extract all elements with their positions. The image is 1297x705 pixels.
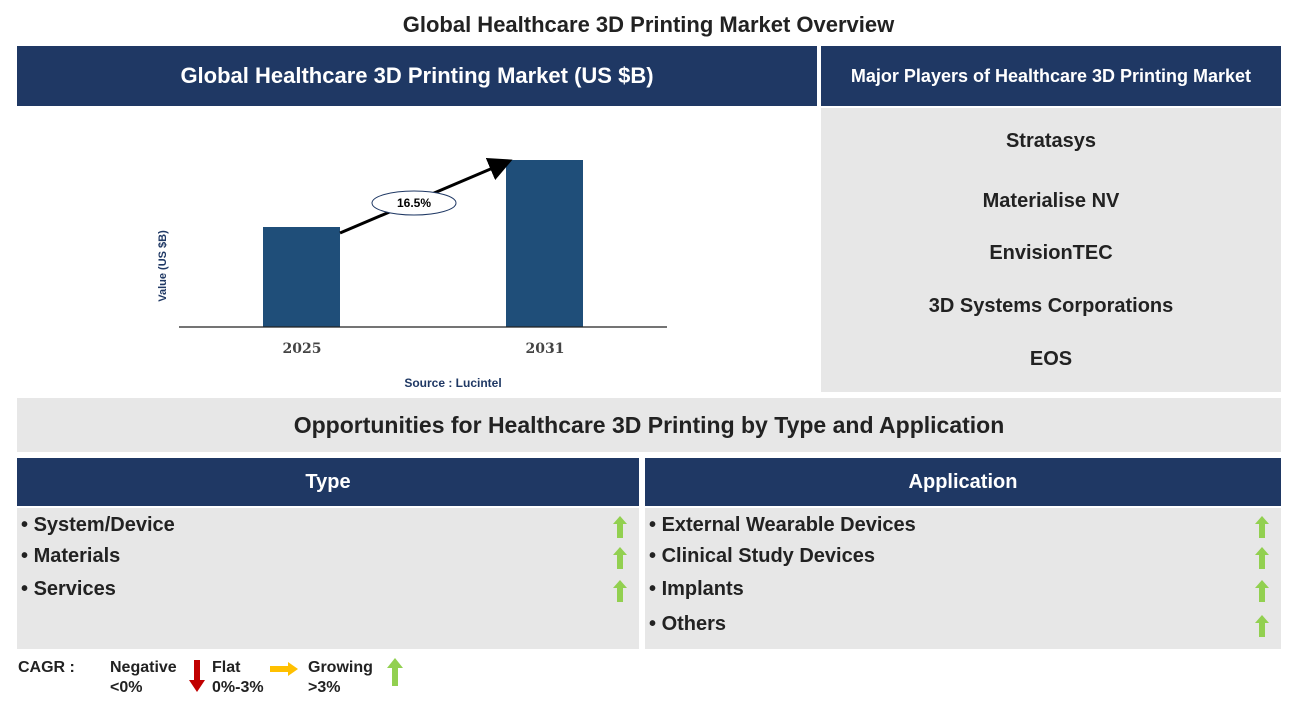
page-title: Global Healthcare 3D Printing Market Ove… xyxy=(402,12,895,37)
list-item-label: External Wearable Devices xyxy=(661,514,916,536)
arrow-up-green-icon xyxy=(1255,615,1269,637)
list-item-label: Others xyxy=(661,613,727,635)
list-item: • Services xyxy=(21,578,116,600)
application-header: Application xyxy=(645,458,1281,506)
legend-flat-text: Flat xyxy=(212,659,241,676)
player-materialise: Materialise NV xyxy=(982,190,1120,212)
legend-negative-range: <0% xyxy=(110,679,143,696)
list-item-label: Implants xyxy=(661,578,744,600)
arrow-up-green-icon xyxy=(1255,580,1269,602)
legend-growing-text: Growing xyxy=(308,659,373,676)
legend-negative: Negative <0% xyxy=(110,658,177,698)
arrow-down-red-icon xyxy=(189,660,205,692)
application-panel: • External Wearable Devices • Clinical St… xyxy=(645,508,1281,649)
cagr-ellipse xyxy=(371,190,457,216)
type-header: Type xyxy=(17,458,639,506)
players-header: Major Players of Healthcare 3D Printing … xyxy=(821,46,1281,106)
source-label: Source : Lucintel xyxy=(404,376,501,390)
list-item-label: System/Device xyxy=(33,514,175,536)
opportunities-title: Opportunities for Healthcare 3D Printing… xyxy=(17,398,1281,452)
market-header: Global Healthcare 3D Printing Market (US… xyxy=(17,46,817,106)
x-tick-label: 2025 xyxy=(283,341,322,357)
list-item: • System/Device xyxy=(21,514,175,536)
arrow-right-yellow-icon xyxy=(270,662,298,676)
player-envisiontec: EnvisionTEC xyxy=(989,242,1113,264)
list-item: • Materials xyxy=(21,545,121,567)
list-item: • Others xyxy=(649,613,727,635)
bar-2025 xyxy=(263,227,340,327)
arrow-up-green-icon xyxy=(387,658,403,686)
arrow-up-green-icon xyxy=(613,547,627,569)
player-eos: EOS xyxy=(1029,348,1073,370)
legend-growing-range: >3% xyxy=(308,679,341,696)
list-item-label: Services xyxy=(33,578,116,600)
legend-flat-range: 0%-3% xyxy=(212,679,264,696)
y-axis-label: Value (US $B) xyxy=(157,230,169,302)
x-tick-label: 2031 xyxy=(526,341,565,357)
legend-label: CAGR : xyxy=(18,659,75,676)
player-3d-systems: 3D Systems Corporations xyxy=(928,295,1174,317)
type-panel: • System/Device • Materials • Services xyxy=(17,508,639,649)
player-stratasys: Stratasys xyxy=(1005,130,1097,152)
legend-negative-text: Negative xyxy=(110,659,177,676)
list-item: • Implants xyxy=(649,578,744,600)
market-chart: Value (US $B) 2025 2031 16.5% Source : Lu… xyxy=(157,157,667,390)
arrow-up-green-icon xyxy=(613,516,627,538)
legend-growing: Growing >3% xyxy=(308,658,373,698)
legend-flat: Flat 0%-3% xyxy=(212,658,264,698)
arrow-up-green-icon xyxy=(1255,516,1269,538)
cagr-label: 16.5% xyxy=(397,196,431,210)
players-panel: Stratasys Materialise NV EnvisionTEC 3D … xyxy=(821,108,1281,392)
list-item-label: Materials xyxy=(33,545,121,567)
bar-2031 xyxy=(506,160,583,327)
arrow-up-green-icon xyxy=(613,580,627,602)
list-item: • External Wearable Devices xyxy=(649,514,916,536)
list-item-label: Clinical Study Devices xyxy=(661,545,875,567)
arrow-up-green-icon xyxy=(1255,547,1269,569)
list-item: • Clinical Study Devices xyxy=(649,545,875,567)
